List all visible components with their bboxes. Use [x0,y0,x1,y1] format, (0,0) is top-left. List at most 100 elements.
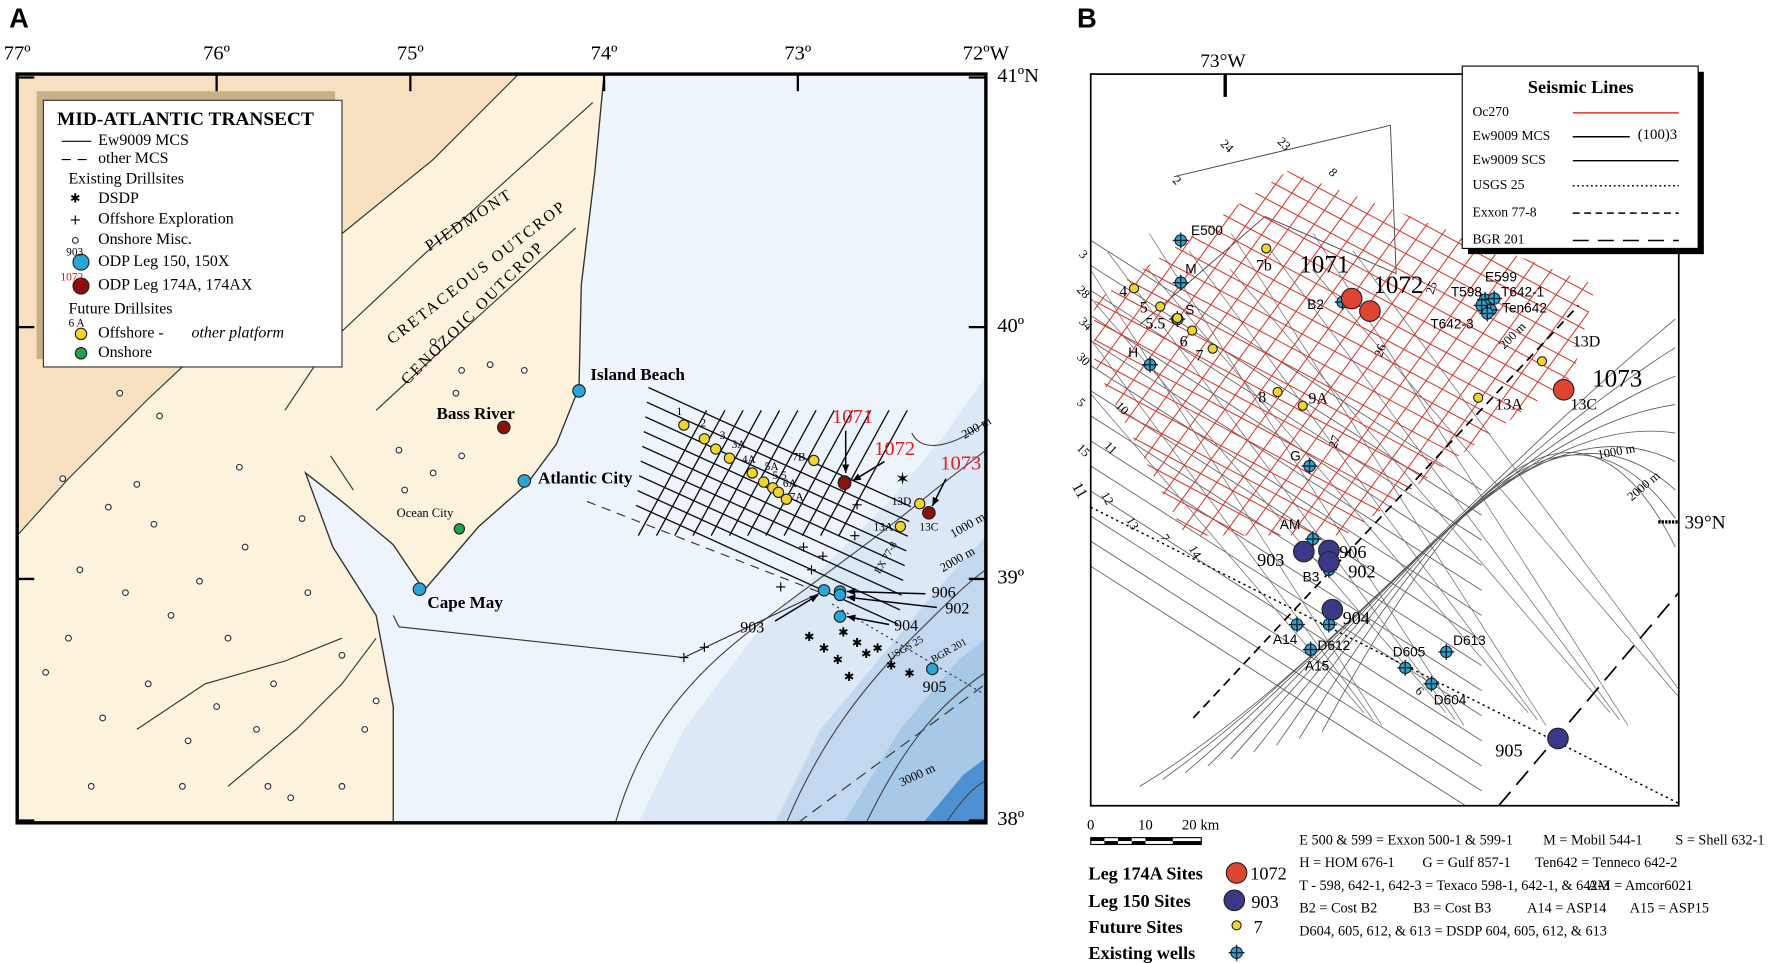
legend-number: 903 [66,247,83,259]
onshore-site [225,635,231,641]
well-label: D604 [1434,692,1467,707]
legend-item: ODP Leg 150, 150X [98,253,230,270]
future-site-marker [915,499,925,509]
dsdp-star: ✱ [819,641,830,655]
site-label: 1073 [940,453,981,475]
future-site-marker [711,444,721,454]
dsdp-star: ✱ [844,670,855,684]
onshore-site [362,727,368,733]
onshore-site [459,453,465,459]
onshore-site [339,784,345,790]
legend-number: 7 [1254,917,1263,937]
future-site-marker [747,468,757,478]
line-number: 5 [1074,395,1088,409]
onshore-site [396,447,402,453]
site-label: 902 [945,600,969,617]
abbreviation: T - 598, 642-1, 642-3 = Texaco 598-1, 64… [1299,878,1609,894]
future-site-marker [1262,244,1271,253]
future-site-label: 7B [792,452,806,464]
onshore-site [299,516,305,522]
future-site-marker [1298,401,1307,410]
onshore-site [43,670,49,676]
place-label: Atlantic City [538,469,633,488]
future-site-label: 4 [1119,284,1127,301]
site-label: 1072 [1373,272,1423,299]
well-label: Ten642 [1502,300,1547,315]
future-site-label: 7b [1256,257,1272,274]
well-label: B2 [1307,297,1324,312]
future-site-label: 6A [783,478,798,490]
future-site-label: 6 [1180,334,1188,351]
site-label: 902 [1348,561,1375,581]
legend-item: Leg 150 Sites [1088,891,1190,911]
site-label: 905 [923,679,947,696]
well-label: A14 [1273,632,1298,647]
scale-label: 10 [1138,818,1153,834]
onshore-site [123,590,129,596]
lat-label: 39°N [1684,513,1725,534]
future-site-label: 1 [676,406,682,418]
legend-marker [1232,921,1241,930]
site-label: 1073 [1592,365,1642,392]
well-label: T642-1 [1501,284,1544,299]
abbreviation: S = Shell 632-1 [1675,832,1764,848]
future-site-label: 3A [732,439,747,451]
future-site-marker [1474,393,1483,402]
legend-number: 903 [1251,892,1278,912]
abbreviation: A15 = ASP15 [1630,901,1709,917]
site-label: 906 [1339,542,1366,562]
future-site-label: 13C [919,521,938,533]
onshore-site [134,482,140,488]
well-label: D613 [1453,633,1486,648]
dsdp-star: ✱ [861,647,872,661]
legend-item: Future Drillsites [68,301,172,318]
future-site-label: 13A [1495,396,1523,413]
site-label: 904 [894,617,918,634]
legend-item: Onshore Misc. [98,231,192,248]
future-site-label: 3 [720,430,726,442]
abbreviation: A14 = ASP14 [1527,901,1606,917]
onshore-site [197,578,203,584]
page: html,body{margin:0;padding:0;background:… [0,0,1778,963]
onshore-site [214,704,220,710]
future-site-marker [699,434,709,444]
site-marker [1319,552,1340,573]
legend-marker [1224,890,1245,911]
legend-circle [72,238,78,244]
legend-marker [75,348,86,359]
site-label: 1071 [832,406,873,428]
site-label: 904 [1343,608,1370,628]
well-label: T598 [1451,284,1482,299]
future-site-marker [809,455,819,465]
dsdp-star: ✱ [832,653,843,667]
future-site-marker [1173,313,1182,322]
future-site-marker [1156,302,1165,311]
onshore-site [254,727,260,733]
legend-item: DSDP [98,190,139,207]
onshore-site [100,715,106,721]
lon-label: 76º [203,42,230,64]
future-site-marker [1188,326,1197,335]
legend-item: USGS 25 [1472,177,1524,192]
scale-label: 0 [1087,818,1094,834]
legend-item: Offshore - [98,325,164,342]
site-marker [818,585,829,596]
legend-item: Existing wells [1088,943,1195,963]
panel-label: A [9,3,29,34]
site-marker [573,385,586,398]
dsdp-star: ✱ [838,626,849,640]
future-site-label: 7A [790,492,805,504]
onshore-site [88,784,94,790]
lat-label: 41ºN [997,65,1039,87]
well-label: T642-3 [1430,316,1473,331]
site-marker [1341,288,1362,309]
abbreviation: M = Mobil 544-1 [1543,832,1642,848]
legend-item: ODP Leg 174A, 174AX [98,277,253,294]
legend-star: ✱ [70,191,81,205]
future-site-label: 13C [1571,396,1598,413]
well-label: H [1128,345,1138,360]
future-site-label: 4A [742,454,757,466]
onshore-site [117,390,123,396]
legend-item: Oc270 [1472,104,1509,119]
onshore-site [305,590,311,596]
